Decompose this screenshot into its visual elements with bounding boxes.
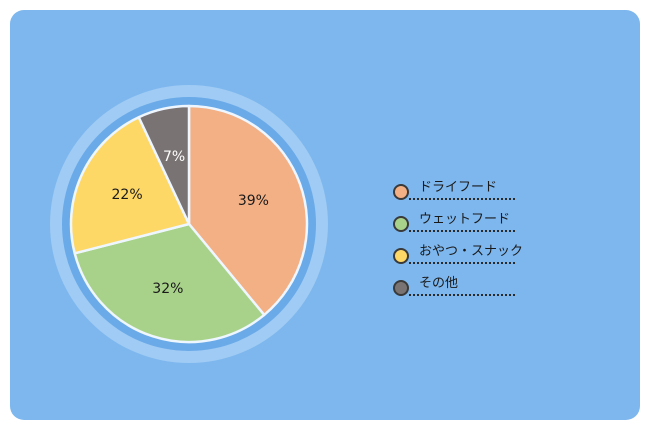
legend-label: ウェットフード [419, 212, 511, 227]
chart-legend: ドライフード ウェットフード おやつ・スナック その他 [393, 176, 533, 304]
legend-swatch [393, 216, 409, 232]
pie-slice-label: 32% [152, 281, 183, 297]
legend-label: その他 [419, 276, 459, 291]
pie-slice [137, 104, 191, 226]
legend-item-dry-food: ドライフード [393, 176, 533, 208]
legend-item-other: その他 [393, 272, 533, 304]
legend-item-snacks: おやつ・スナック [393, 240, 533, 272]
legend-swatch [393, 184, 409, 200]
pie-slice [73, 222, 266, 344]
legend-swatch [393, 280, 409, 296]
legend-dotted-underline [409, 198, 515, 200]
legend-dotted-underline [409, 294, 515, 296]
pie-slice [69, 115, 191, 255]
legend-dotted-underline [409, 262, 515, 264]
pie-slice-label: 7% [163, 149, 185, 165]
legend-label: おやつ・スナック [419, 244, 524, 259]
legend-label: ドライフード [419, 180, 498, 195]
pie-slice-label: 39% [238, 193, 269, 209]
legend-dotted-underline [409, 230, 515, 232]
pie-slice-label: 22% [112, 187, 143, 203]
pie-slice [187, 104, 309, 317]
legend-swatch [393, 248, 409, 264]
legend-item-wet-food: ウェットフード [393, 208, 533, 240]
